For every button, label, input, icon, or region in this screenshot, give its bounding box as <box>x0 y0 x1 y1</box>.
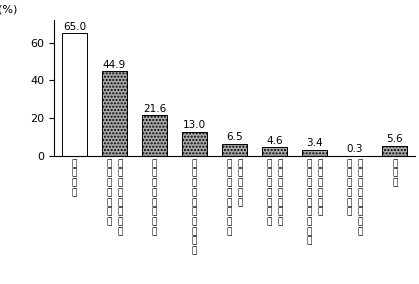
Text: 置
等
の
改
善: 置 等 の 改 善 <box>238 159 243 207</box>
Text: そ
の
他: そ の 他 <box>392 159 398 187</box>
Text: 44.9: 44.9 <box>103 60 126 70</box>
Text: 作
業
方
法
の
変
更: 作 業 方 法 の 変 更 <box>106 159 111 226</box>
Text: 職
場
へ
の
適
応
の: 職 場 へ の 適 応 の <box>278 159 283 226</box>
Text: 社
内
設
備
・
ト
イ
レ
・: 社 内 設 備 ・ ト イ レ ・ <box>306 159 312 246</box>
Text: 4.6: 4.6 <box>266 136 283 146</box>
Bar <box>62 33 87 156</box>
Text: 13.0: 13.0 <box>183 120 206 130</box>
Text: 廊
下
等
の
改
善: 廊 下 等 の 改 善 <box>318 159 323 216</box>
Bar <box>142 115 167 156</box>
Text: 配
置
転
換: 配 置 転 換 <box>72 159 77 197</box>
Bar <box>182 131 207 156</box>
Bar <box>302 150 327 156</box>
Text: 0.3: 0.3 <box>347 144 363 154</box>
Text: め
の
訓
練
の
実
施: め の 訓 練 の 実 施 <box>266 159 272 226</box>
Bar <box>262 147 287 156</box>
Bar <box>383 146 407 156</box>
Bar <box>102 71 127 156</box>
Text: 労
働
時
間
上
の
配
慮: 労 働 時 間 上 の 配 慮 <box>152 159 157 236</box>
Text: 6.5: 6.5 <box>226 132 243 142</box>
Text: の
経
済
的
援
助: の 経 済 的 援 助 <box>347 159 352 216</box>
Text: 作
業
内
容
の
組
替
え: 作 業 内 容 の 組 替 え <box>117 159 123 236</box>
Text: 5.6: 5.6 <box>386 134 403 144</box>
Y-axis label: (%): (%) <box>0 5 17 14</box>
Text: 配
慮
職
場
の
人
間
関
係
の: 配 慮 職 場 の 人 間 関 係 の <box>192 159 197 255</box>
Text: 3.4: 3.4 <box>306 138 323 148</box>
Text: 65.0: 65.0 <box>63 22 86 32</box>
Bar <box>222 144 247 156</box>
Text: 住
宅
の
改
善
の
た
め: 住 宅 の 改 善 の た め <box>358 159 363 236</box>
Text: 作
業
環
境
・
機
械
設: 作 業 環 境 ・ 機 械 設 <box>226 159 232 236</box>
Text: 21.6: 21.6 <box>143 104 166 114</box>
